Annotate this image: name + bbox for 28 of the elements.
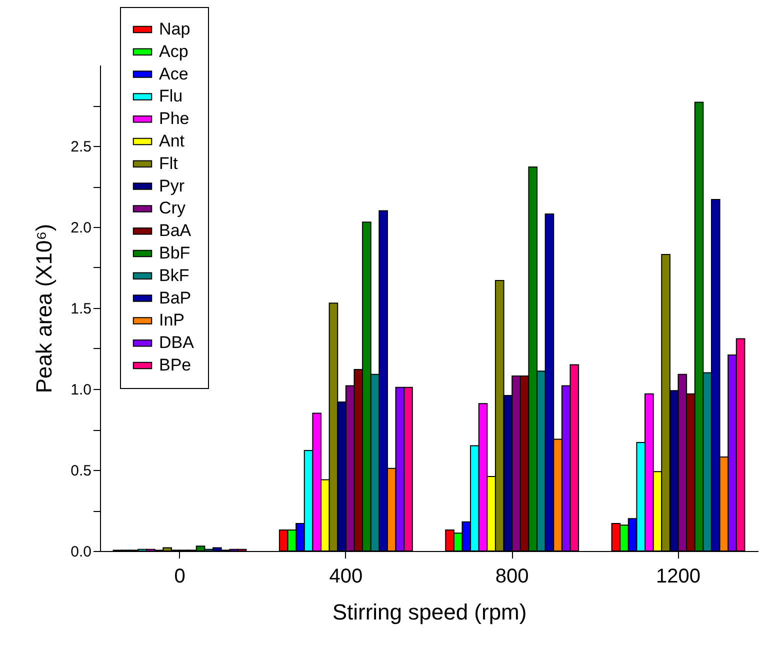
y-tick-label: 0.0 xyxy=(70,544,92,560)
legend-label: Ant xyxy=(159,132,185,150)
x-tick-label: 0 xyxy=(174,566,186,588)
legend-label: Nap xyxy=(159,20,190,38)
legend-label: BaP xyxy=(159,288,192,308)
x-tick-label: 800 xyxy=(495,566,529,588)
legend-label: Flu xyxy=(159,86,183,106)
legend-label: Flt xyxy=(159,154,178,173)
legend-label: DBA xyxy=(159,333,195,352)
y-tick-label: 1.5 xyxy=(70,300,92,318)
y-tick-label: 2.0 xyxy=(70,220,92,236)
legend-label: BPe xyxy=(159,356,192,374)
y-axis-title: Peak area (X10⁶) xyxy=(32,224,57,394)
legend-label: Cry xyxy=(159,198,186,218)
legend-label: InP xyxy=(159,310,185,330)
y-tick-label: 1.0 xyxy=(70,382,92,398)
x-axis-title: Stirring speed (rpm) xyxy=(332,600,527,624)
x-tick-label: 400 xyxy=(329,566,363,588)
legend-label: BbF xyxy=(159,244,190,262)
legend-label: BaA xyxy=(159,221,192,240)
legend-label: Pyr xyxy=(159,176,185,196)
x-tick-label: 1200 xyxy=(656,566,700,588)
y-tick-label: 0.5 xyxy=(70,462,92,480)
y-tick-label: 2.5 xyxy=(70,138,92,156)
legend-label: Acp xyxy=(159,42,188,61)
legend-label: Ace xyxy=(159,64,188,84)
legend-label: BkF xyxy=(159,266,190,285)
legend-label: Phe xyxy=(159,109,190,128)
